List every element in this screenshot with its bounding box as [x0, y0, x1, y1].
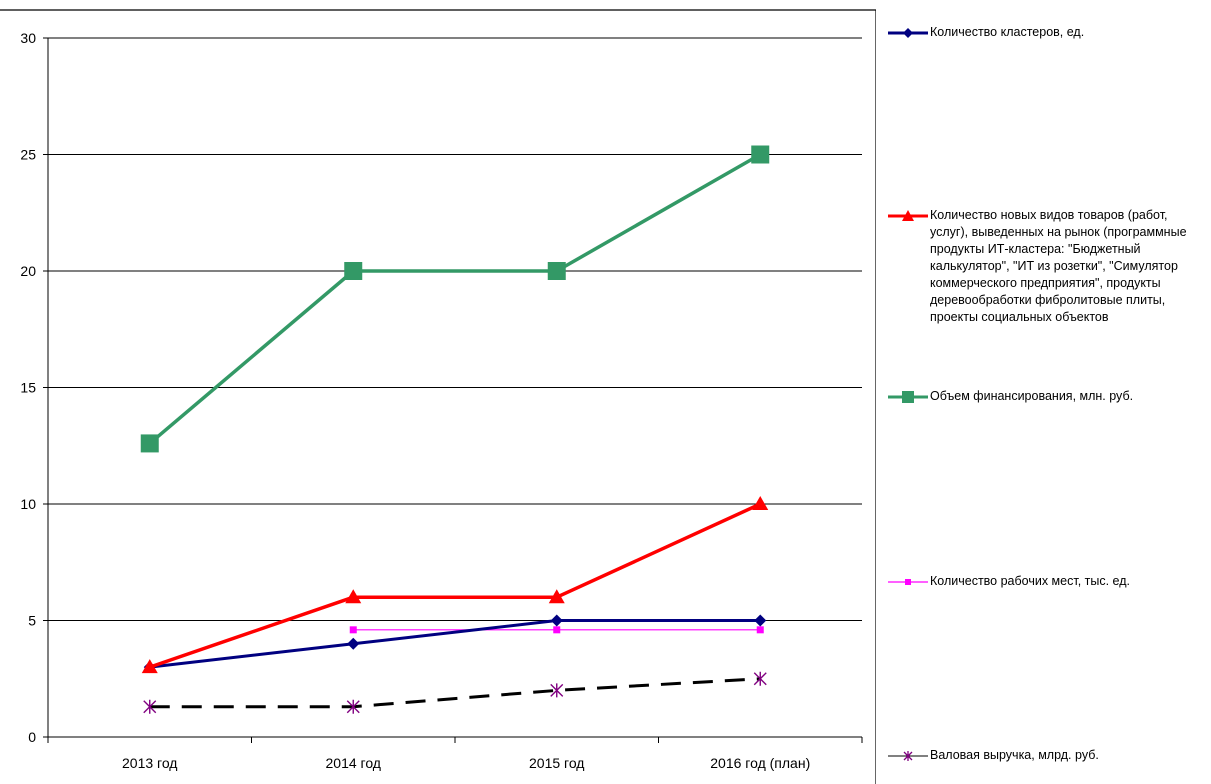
data-point: [347, 637, 360, 650]
series-line: [148, 152, 762, 445]
x-tick-label: 2016 год (план): [710, 755, 810, 771]
axes: 0 5 10 15 20 25 30 2013 год 2014 год 2015 год 2016…: [20, 30, 863, 771]
data-point: [550, 614, 563, 627]
data-point: [553, 626, 561, 634]
data-point: [345, 589, 362, 604]
series-1: [141, 496, 769, 674]
series-0: [143, 614, 767, 674]
legend-label-jobs: Количество рабочих мест, тыс. ед.: [930, 574, 1130, 588]
legend-swatch-triangle: [888, 210, 928, 221]
y-tick-label: 0: [28, 729, 36, 745]
data-point: [751, 145, 770, 164]
data-point: [346, 699, 360, 714]
legend-item-financing: Объем финансирования, млн. руб.: [886, 388, 1208, 405]
data-point: [344, 262, 363, 280]
legend-item-clusters: Количество кластеров, ед.: [886, 24, 1208, 41]
legend-label-clusters: Количество кластеров, ед.: [930, 25, 1085, 39]
series-2: [140, 145, 770, 453]
legend-label-new-products: Количество новых видов товаров (работ, у…: [930, 208, 1187, 324]
legend-label-financing: Объем финансирования, млн. руб.: [930, 389, 1134, 403]
data-point: [756, 626, 764, 634]
x-tick-label: 2014 год: [326, 755, 381, 771]
legend-swatch-small-square: [888, 579, 928, 585]
data-point: [143, 699, 157, 714]
data-point: [754, 614, 767, 627]
y-tick-label: 20: [20, 263, 36, 279]
legend-swatch-diamond: [888, 28, 928, 38]
y-tick-label: 25: [20, 147, 36, 163]
series-3: [349, 626, 764, 634]
y-tick-label: 15: [20, 380, 36, 396]
data-point: [349, 626, 357, 634]
series-4: [143, 671, 767, 714]
y-tick-label: 30: [20, 30, 36, 46]
y-tick-label: 10: [20, 496, 36, 512]
legend-item-jobs: Количество рабочих мест, тыс. ед.: [886, 573, 1208, 590]
data-point: [752, 496, 769, 510]
legend-swatch-star: [888, 751, 928, 761]
data-point: [753, 671, 767, 686]
data-point: [548, 589, 565, 604]
data-point: [547, 262, 566, 280]
series-group: [140, 145, 770, 714]
x-tick-label: 2013 год: [122, 755, 177, 771]
gridlines: [48, 37, 862, 621]
legend-label-revenue: Валовая выручка, млрд. руб.: [930, 748, 1099, 762]
legend-item-new-products: Количество новых видов товаров (работ, у…: [886, 207, 1208, 326]
data-point: [141, 659, 158, 674]
data-point: [140, 434, 159, 453]
legend-swatch-square: [888, 391, 928, 403]
series-line: [149, 502, 761, 669]
legend: Количество кластеров, ед. Количество нов…: [880, 10, 1211, 784]
plot-area: 0 5 10 15 20 25 30 2013 год 2014 год 2015 год 2016…: [0, 9, 876, 784]
series-line: [149, 677, 761, 709]
y-tick-label: 5: [28, 613, 36, 629]
series-line: [149, 619, 761, 669]
legend-item-revenue: Валовая выручка, млрд. руб.: [886, 747, 1208, 764]
data-point: [550, 683, 564, 698]
x-tick-label: 2015 год: [529, 755, 584, 771]
